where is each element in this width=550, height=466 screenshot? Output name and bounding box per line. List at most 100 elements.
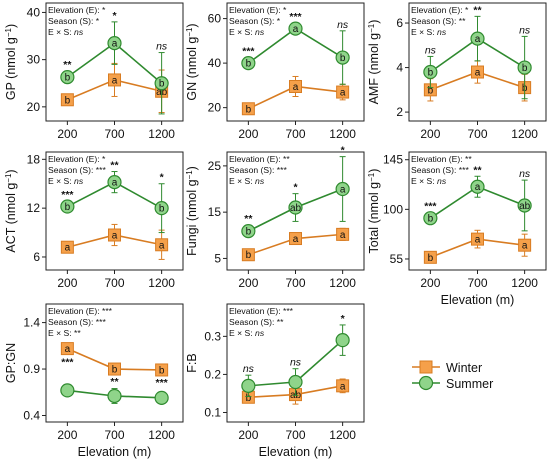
data-point bbox=[288, 200, 303, 215]
x-tick-label: 1200 bbox=[329, 428, 356, 442]
significance-letter: b bbox=[428, 253, 434, 264]
x-tick-label: 1200 bbox=[511, 276, 538, 290]
significance-letter: a bbox=[340, 185, 346, 196]
data-point bbox=[60, 383, 75, 398]
significance-letter: a bbox=[340, 381, 346, 392]
series-summer: b a b bbox=[241, 21, 350, 85]
panel-gpgn: 0.4 0.9 1.4 200 700 1200 GP:GN Elevation (m) Ele… bbox=[4, 303, 184, 459]
panel-fungi: 5 15 25 200 700 1200 Fungi (nmol g−1) Elevation… bbox=[185, 145, 365, 290]
series-winter: b a a bbox=[241, 75, 350, 116]
significance-letter: b bbox=[159, 204, 165, 215]
x-tick-label: 700 bbox=[104, 428, 124, 442]
significance-letter: ab bbox=[290, 203, 302, 214]
y-axis-label: AMF (nmol g−1) bbox=[367, 20, 382, 105]
significance-marker: * bbox=[293, 182, 298, 194]
panel-gn: 20 40 60 200 700 1200 GN (nmol g−1) Elevation (… bbox=[185, 2, 365, 141]
stat-annotation: E × S: ns bbox=[411, 27, 447, 37]
x-axis-label: Elevation (m) bbox=[259, 445, 333, 459]
significance-marker: ns bbox=[156, 41, 168, 53]
legend-winter-marker bbox=[419, 360, 433, 374]
significance-marker: *** bbox=[289, 11, 302, 23]
legend-summer-marker bbox=[418, 375, 434, 391]
data-point bbox=[517, 198, 532, 213]
significance-letter: b bbox=[428, 85, 434, 96]
y-tick-label: 6 bbox=[33, 250, 40, 264]
significance-letter: b bbox=[65, 73, 71, 84]
significance-marker: *** bbox=[424, 201, 437, 213]
y-axis-label: GN (nmol g−1) bbox=[185, 23, 200, 100]
significance-marker: *** bbox=[61, 356, 74, 368]
significance-letter: a bbox=[475, 34, 481, 45]
data-point bbox=[423, 211, 438, 226]
y-tick-label: 0.4 bbox=[23, 408, 40, 422]
data-point bbox=[517, 60, 532, 75]
series-summer: b a b bbox=[60, 21, 169, 115]
stat-annotation: Elevation (E): ** bbox=[229, 154, 290, 164]
y-tick-label: 40 bbox=[27, 5, 41, 19]
y-tick-label: 145 bbox=[383, 153, 403, 167]
y-tick-label: 2 bbox=[396, 105, 403, 119]
data-point bbox=[154, 390, 169, 405]
significance-letter: a bbox=[65, 243, 71, 254]
significance-letter: b bbox=[65, 202, 71, 213]
stat-annotation: E × S: ns bbox=[48, 176, 84, 186]
significance-letter: a bbox=[112, 39, 118, 50]
significance-letter: a bbox=[112, 178, 118, 189]
series-summer bbox=[241, 324, 350, 397]
y-tick-label: 5 bbox=[214, 251, 221, 265]
y-tick-label: 20 bbox=[27, 100, 41, 114]
y-tick-label: 30 bbox=[27, 53, 41, 67]
x-tick-label: 1200 bbox=[148, 428, 175, 442]
significance-letter: b bbox=[246, 59, 252, 70]
data-point bbox=[108, 73, 121, 87]
stat-annotation: Season (S): * bbox=[48, 16, 100, 26]
x-tick-label: 700 bbox=[285, 276, 305, 290]
significance-letter: a bbox=[112, 231, 118, 242]
significance-letter: b bbox=[112, 365, 118, 376]
significance-letter: a bbox=[112, 75, 118, 86]
data-point bbox=[241, 378, 256, 393]
significance-letter: b bbox=[340, 53, 346, 64]
significance-letter: a bbox=[475, 235, 481, 246]
significance-marker: ** bbox=[63, 59, 72, 71]
stat-annotation: Season (S): * bbox=[229, 16, 281, 26]
significance-marker: ns bbox=[290, 357, 302, 369]
data-point bbox=[60, 70, 75, 85]
panel-total: 55 100 145 200 700 1200 Total (nmol g−1) Elevat… bbox=[367, 151, 547, 307]
data-point bbox=[154, 76, 169, 91]
x-axis-label: Elevation (m) bbox=[441, 293, 515, 307]
panels-group: 20 30 40 200 700 1200 GP (nmol g−1) Elevation (… bbox=[4, 2, 547, 459]
data-point bbox=[60, 240, 74, 254]
data-point bbox=[423, 64, 438, 80]
y-tick-label: 12 bbox=[27, 201, 41, 215]
data-point bbox=[60, 199, 75, 214]
data-point bbox=[155, 238, 169, 252]
significance-letter: b bbox=[522, 63, 528, 74]
y-tick-label: 60 bbox=[208, 12, 222, 26]
data-point bbox=[60, 93, 74, 107]
stat-annotation: E × S: ns bbox=[48, 27, 84, 37]
significance-marker: ** bbox=[473, 164, 482, 176]
x-tick-label: 200 bbox=[238, 276, 258, 290]
series-summer bbox=[60, 383, 169, 405]
significance-letter: b bbox=[246, 250, 252, 261]
significance-marker: ns bbox=[425, 44, 437, 56]
x-tick-label: 200 bbox=[238, 428, 258, 442]
data-point bbox=[107, 388, 122, 404]
stat-annotation: Elevation (E): * bbox=[48, 5, 106, 15]
y-tick-label: 40 bbox=[208, 56, 222, 70]
significance-letter: a bbox=[65, 344, 71, 355]
x-tick-label: 700 bbox=[104, 276, 124, 290]
x-tick-label: 1200 bbox=[148, 127, 175, 141]
x-tick-label: 1200 bbox=[329, 276, 356, 290]
y-tick-label: 20 bbox=[208, 101, 222, 115]
significance-marker: *** bbox=[155, 377, 168, 389]
y-tick-label: 0.2 bbox=[204, 367, 221, 381]
y-tick-label: 6 bbox=[396, 16, 403, 30]
x-tick-label: 200 bbox=[420, 127, 440, 141]
x-tick-label: 700 bbox=[285, 428, 305, 442]
data-point bbox=[288, 21, 303, 36]
y-tick-label: 18 bbox=[27, 152, 41, 166]
significance-marker: ns bbox=[243, 363, 255, 375]
stat-annotation: Elevation (E): *** bbox=[48, 306, 113, 316]
